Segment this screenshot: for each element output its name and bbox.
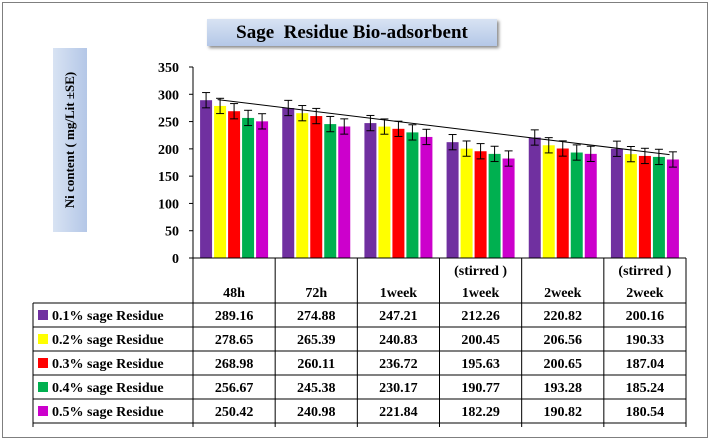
- table-cell: 190.82: [544, 405, 583, 420]
- bar: [446, 142, 459, 258]
- table-cell: 240.83: [379, 333, 418, 348]
- category-label: 48h: [223, 286, 245, 301]
- bar: [324, 124, 337, 259]
- table-cell: 274.88: [297, 309, 336, 324]
- bar: [624, 154, 637, 258]
- legend-label: 0.3% sage Residue: [52, 357, 164, 372]
- y-tick-label: 350: [158, 61, 179, 76]
- bar: [214, 105, 227, 259]
- legend-key: [38, 382, 48, 392]
- y-tick-label: 300: [158, 88, 179, 103]
- table-cell: 190.33: [626, 333, 665, 348]
- table-cell: 230.17: [379, 381, 418, 396]
- legend-key: [38, 310, 48, 320]
- category-label: 2week: [544, 286, 582, 301]
- table-cell: 260.11: [297, 357, 335, 372]
- bar: [256, 121, 269, 259]
- bar: [406, 132, 419, 258]
- table-cell: 245.38: [297, 381, 336, 396]
- table-cell: 250.42: [215, 405, 254, 420]
- chart-frame: [2, 2, 708, 438]
- bar: [310, 116, 323, 258]
- legend-key: [38, 334, 48, 344]
- bars-group: [200, 100, 679, 259]
- bar: [488, 153, 501, 258]
- category-sublabel: (stirred ): [454, 264, 507, 279]
- table-cell: 240.98: [297, 405, 336, 420]
- table-cell: 200.16: [626, 309, 665, 324]
- y-tick-label: 100: [158, 197, 179, 212]
- y-axis-label-box: Ni content ( mg/Lit ±SE): [53, 48, 87, 232]
- table-cell: 268.98: [215, 357, 254, 372]
- bar: [666, 159, 679, 258]
- table-cell: 182.29: [461, 405, 500, 420]
- table-cell: 265.39: [297, 333, 336, 348]
- trendline-group: [217, 99, 670, 156]
- chart-title-box: Sage Residue Bio-adsorbent: [207, 19, 497, 46]
- bar: [460, 148, 473, 258]
- bar: [392, 128, 405, 258]
- table-cell: 200.45: [461, 333, 500, 348]
- category-label: 1week: [380, 286, 418, 301]
- table-cell: 278.65: [215, 333, 254, 348]
- table-cell: 289.16: [215, 309, 254, 324]
- table-cell: 206.56: [544, 333, 583, 348]
- category-label: 2week: [626, 286, 664, 301]
- table-cell: 236.72: [379, 357, 418, 372]
- bar: [364, 123, 377, 259]
- bar: [528, 137, 541, 258]
- bar: [474, 151, 487, 258]
- table-cell: 180.54: [626, 405, 665, 420]
- y-tick-label: 250: [158, 116, 179, 131]
- bar: [502, 158, 515, 258]
- y-tick-label: 50: [165, 225, 179, 240]
- bar: [584, 153, 597, 258]
- bar: [378, 126, 391, 259]
- table-cell: 256.67: [215, 381, 254, 396]
- table-cell: 212.26: [461, 309, 500, 324]
- data-table: 48h 72h 1week (stirred ) 1week 2week (stirred …: [32, 257, 687, 427]
- bar: [570, 152, 583, 258]
- bar: [200, 100, 213, 258]
- bar: [282, 107, 295, 259]
- table-cell: 190.77: [461, 381, 500, 396]
- table-cell: 187.04: [626, 357, 665, 372]
- table-cell: 247.21: [379, 309, 418, 324]
- table-cell: 195.63: [461, 357, 500, 372]
- bar: [228, 111, 241, 258]
- legend-label: 0.5% sage Residue: [52, 405, 164, 420]
- table-cell: 185.24: [626, 381, 665, 396]
- chart-title: Sage Residue Bio-adsorbent: [236, 21, 468, 43]
- legend-label: 0.2% sage Residue: [52, 333, 164, 348]
- bar: [242, 117, 255, 258]
- y-tick-label: 0: [172, 252, 179, 267]
- category-label: 1week: [462, 286, 500, 301]
- table-cell: 220.82: [544, 309, 583, 324]
- bar: [420, 136, 433, 258]
- bar: [556, 148, 569, 258]
- error-bars-group: [202, 92, 677, 168]
- bar: [652, 156, 665, 258]
- category-sublabel: (stirred ): [618, 264, 671, 279]
- legend-label: 0.1% sage Residue: [52, 309, 164, 324]
- category-label: 72h: [305, 286, 327, 301]
- y-axis-group: 0 50 100 150 200 250 300 350: [158, 61, 194, 267]
- legend-key: [38, 358, 48, 368]
- legend-label: 0.4% sage Residue: [52, 381, 164, 396]
- bar: [610, 148, 623, 258]
- y-tick-label: 150: [158, 170, 179, 185]
- bar: [638, 155, 651, 258]
- table-cell: 200.65: [544, 357, 583, 372]
- table-cell: 193.28: [544, 381, 583, 396]
- table-cell: 221.84: [379, 405, 418, 420]
- legend-key: [38, 406, 48, 416]
- bar: [338, 126, 351, 258]
- trendline: [217, 99, 670, 156]
- bar: [542, 145, 555, 258]
- y-tick-label: 200: [158, 143, 179, 158]
- bar: [296, 113, 309, 258]
